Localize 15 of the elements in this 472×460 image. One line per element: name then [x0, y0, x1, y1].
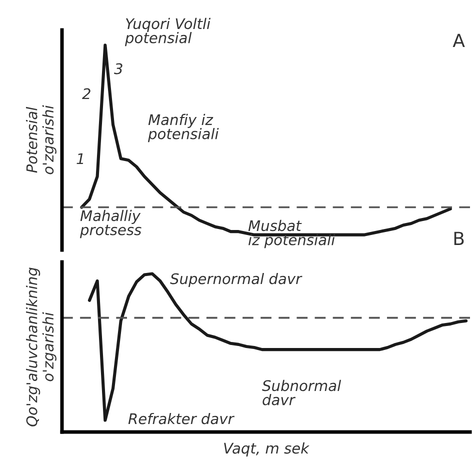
annotation: A	[452, 34, 465, 47]
y-axis-title: Potensial o'zgarishi	[26, 105, 56, 174]
y-axis-title: Qo'zg'aluvchanlikning o'zgarishi	[26, 268, 56, 426]
annotation: Refrakter davr	[128, 412, 235, 424]
annotation: Mahalliy protsess	[80, 210, 142, 238]
annotation: Supernormal davr	[170, 272, 302, 288]
x-axis-title: Vaqt, m sek	[224, 442, 310, 457]
annotation: Subnormal davr	[262, 380, 342, 406]
annotation: Musbat iz potensiali	[248, 220, 336, 248]
annotation: 2	[82, 88, 90, 100]
annotation: Manfiy iz potensiali	[148, 114, 219, 142]
annotation: Yuqori Voltli potensial	[124, 18, 211, 46]
annotation: B	[454, 232, 464, 245]
annotation: 1	[76, 153, 84, 164]
annotation: 3	[114, 63, 122, 74]
